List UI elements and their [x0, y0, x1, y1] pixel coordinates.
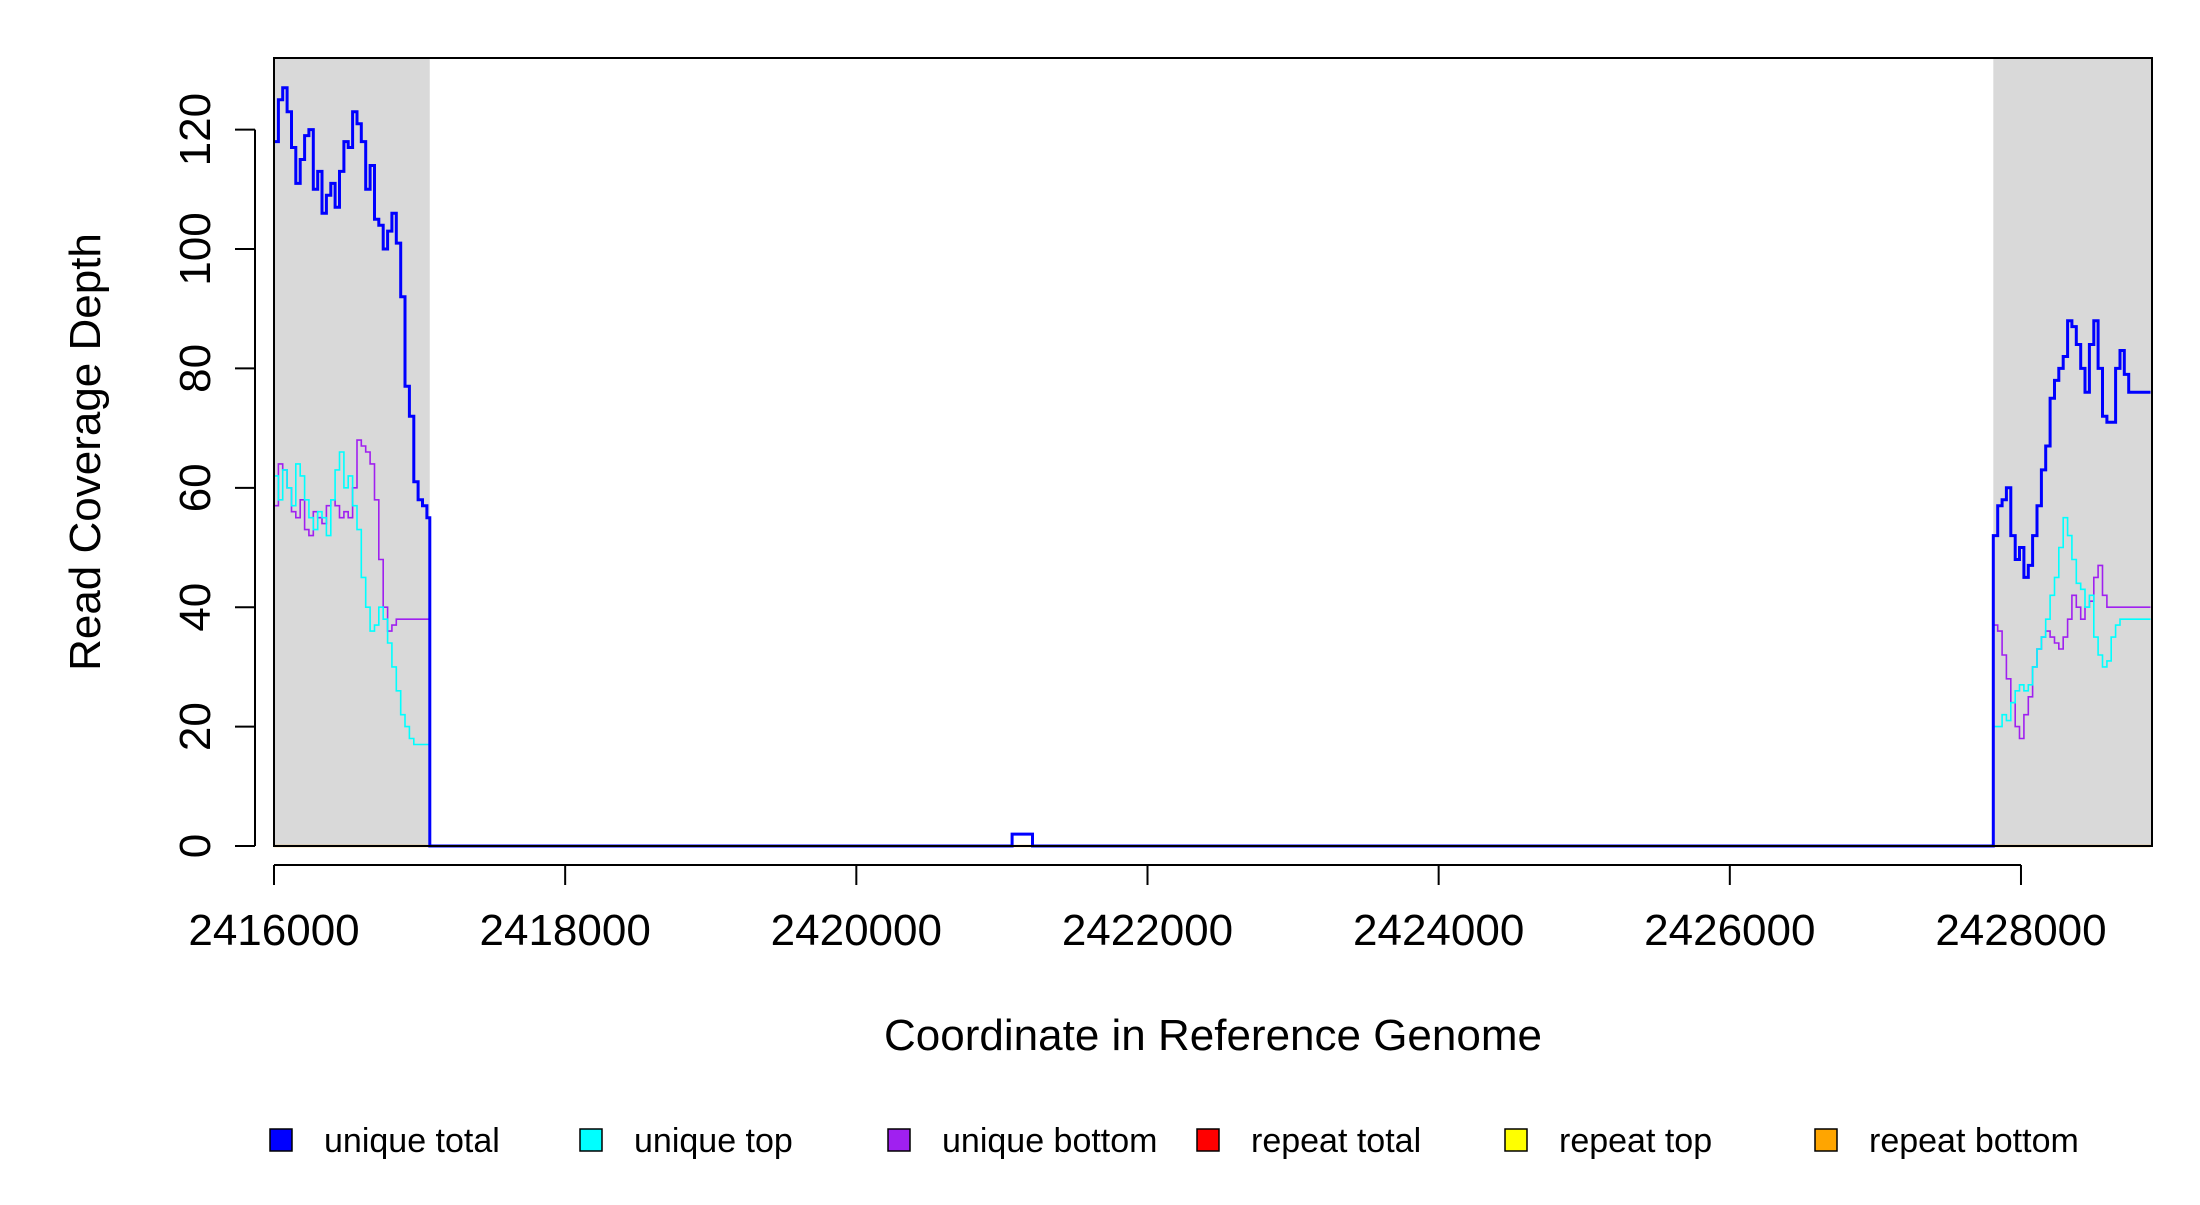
series-lines: [274, 86, 2151, 848]
x-tick-label: 2416000: [188, 906, 359, 955]
legend-swatch: [1196, 1128, 1220, 1152]
x-tick-label: 2426000: [1644, 906, 1815, 955]
y-axis-title: Read Coverage Depth: [61, 233, 110, 671]
shaded-region-0: [274, 58, 430, 846]
shaded-regions: [274, 58, 2152, 846]
legend-swatch: [887, 1128, 911, 1152]
plot-frame: [273, 57, 2153, 847]
x-tick-label: 2422000: [1062, 906, 1233, 955]
legend-label: unique top: [634, 1122, 793, 1160]
y-tick-label: 60: [171, 463, 220, 512]
y-tick-label: 40: [171, 583, 220, 632]
legend-label: repeat total: [1251, 1122, 1421, 1160]
x-tick-label: 2428000: [1935, 906, 2106, 955]
y-tick-label: 0: [171, 834, 220, 858]
series-line-unique-bottom: [274, 439, 2151, 847]
y-tick-label: 100: [171, 212, 220, 285]
series-line-unique-top: [274, 451, 2151, 847]
legend-label: unique total: [324, 1122, 500, 1160]
series-line-unique-total: [274, 86, 2151, 848]
x-axis: 2416000 2418000 2420000 2422000 2424000 24260…: [188, 864, 2107, 955]
legend-swatch: [579, 1128, 603, 1152]
legend-label: repeat bottom: [1869, 1122, 2079, 1160]
legend-swatch: [1504, 1128, 1528, 1152]
y-tick-label: 20: [171, 702, 220, 751]
y-axis: 0 20 40 60 80 100 120: [171, 93, 256, 858]
x-tick-label: 2424000: [1353, 906, 1524, 955]
legend-swatch: [1814, 1128, 1838, 1152]
legend-label: repeat top: [1559, 1122, 1712, 1160]
x-axis-title: Coordinate in Reference Genome: [884, 1011, 1542, 1060]
y-tick-label: 120: [171, 93, 220, 166]
shaded-region-1: [1993, 58, 2152, 846]
x-tick-label: 2420000: [771, 906, 942, 955]
x-tick-label: 2418000: [480, 906, 651, 955]
legend-label: unique bottom: [942, 1122, 1158, 1160]
y-tick-label: 80: [171, 344, 220, 393]
legend-swatch: [269, 1128, 293, 1152]
legend: unique total unique top unique bottom repea…: [269, 1122, 2079, 1160]
